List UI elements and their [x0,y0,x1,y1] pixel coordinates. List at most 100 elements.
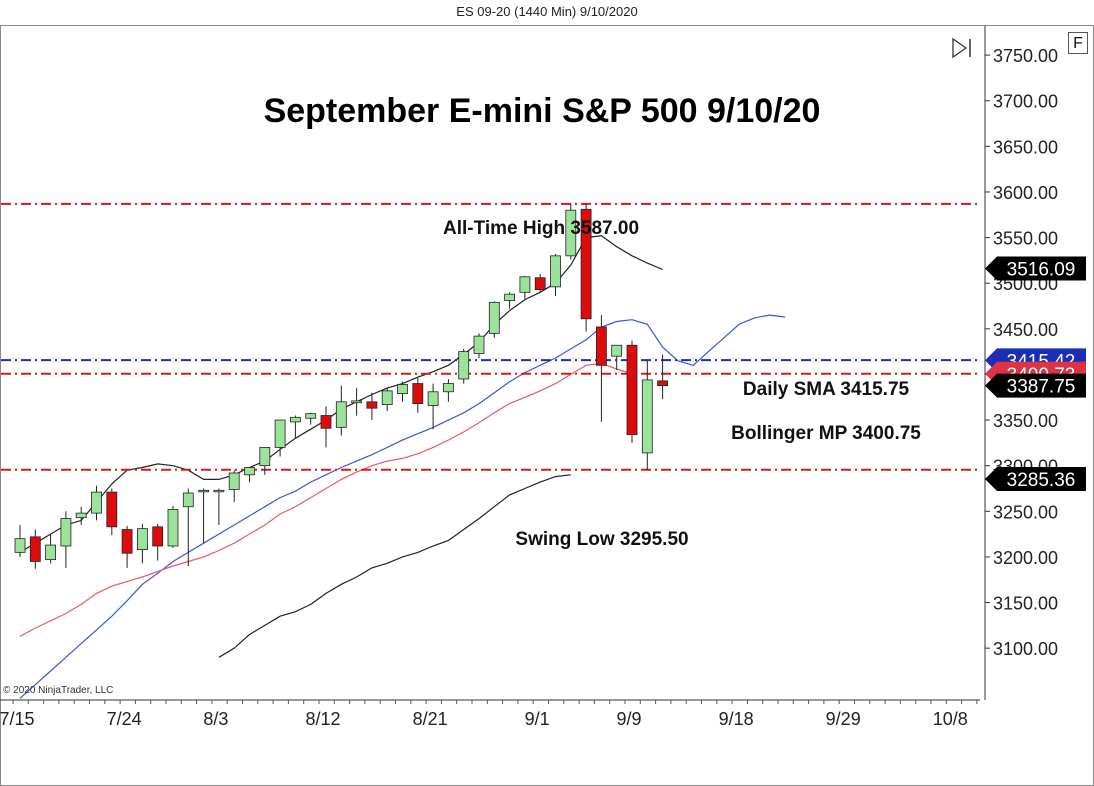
candle-body-up [550,255,561,288]
y-tick-label: 3600.00 [993,183,1058,203]
x-tick-label: 8/3 [203,709,228,729]
f-toggle-button[interactable]: F [1068,32,1088,54]
x-tick-label: 8/21 [413,709,448,729]
candle-body-up [473,335,485,354]
candle-body-down [320,415,332,429]
candle[interactable] [106,488,118,536]
candle[interactable] [565,203,577,260]
y-tick-label: 3150.00 [993,594,1058,614]
candle[interactable] [611,344,623,370]
candle[interactable] [305,412,317,425]
candle[interactable] [580,203,592,332]
y-tick-label: 3200.00 [993,548,1058,568]
candle[interactable] [442,379,454,402]
price-marker-label: 3387.75 [1007,377,1076,398]
candle[interactable] [381,388,393,411]
candle[interactable] [167,505,179,548]
y-tick-label: 3750.00 [993,46,1058,66]
candle[interactable] [427,383,439,430]
x-tick-label: 8/12 [305,709,340,729]
price-marker: 3387.75 [985,373,1086,398]
candle-body-down [106,491,118,528]
candle-body-up [565,209,577,257]
all-time-high-label: All-Time High 3587.00 [443,218,639,239]
candle[interactable] [473,333,485,359]
candle[interactable] [182,488,194,567]
price-marker: 3516.09 [985,256,1086,281]
candle-body-up [305,413,317,419]
candle-body-down [596,326,607,366]
labels-layer: All-Time High 3587.00 Daily SMA 3415.75 Bo… [443,218,921,550]
y-tick-label: 3550.00 [993,229,1058,249]
candle[interactable] [274,419,286,457]
price-marker-label: 3285.36 [1007,470,1076,491]
candle[interactable] [60,511,72,568]
x-tick-label: 9/29 [826,709,861,729]
candle[interactable] [596,315,607,422]
candle[interactable] [366,392,378,421]
candle-body-up [458,351,470,380]
candle[interactable] [228,470,240,503]
price-marker: 3285.36 [985,467,1086,492]
play-to-end-icon[interactable] [952,37,971,59]
candle[interactable] [91,485,102,521]
candle-body-up [427,391,439,406]
candle-body-up [167,509,179,547]
candle-body-up [274,419,286,448]
x-tick-label: 9/18 [719,709,754,729]
candle[interactable] [29,529,41,569]
candle[interactable] [504,292,516,309]
candle[interactable] [244,467,255,483]
candle[interactable] [45,534,56,564]
bollinger-mp-label: Bollinger MP 3400.75 [731,423,921,444]
horizontal-lines-layer [1,202,980,471]
candle-body-up [488,301,500,334]
candle[interactable] [121,525,133,568]
candle[interactable] [488,301,500,338]
candle-body-down [412,383,424,405]
candle[interactable] [75,506,87,525]
candle[interactable] [213,488,225,525]
candle[interactable] [397,381,408,402]
candle[interactable] [534,274,546,293]
indicator-line-bollinger-lower [218,474,571,658]
candle[interactable] [335,385,347,436]
daily-sma-label: Daily SMA 3415.75 [743,379,910,400]
candle-body-down [121,529,133,554]
candle[interactable] [152,524,164,561]
price-marker-box [985,256,1086,281]
candle[interactable] [351,388,363,416]
candle[interactable] [458,348,470,384]
candle[interactable] [641,360,653,470]
price-chart[interactable]: 3750.003700.003650.003600.003550.003500.… [0,25,1094,786]
candle-body-up [228,472,240,490]
candle[interactable] [136,524,148,564]
candle[interactable] [198,488,210,544]
indicator-line-bollinger-mp [19,362,633,637]
indicator-line-daily-sma [19,314,786,699]
candle-body-up [397,384,408,395]
candle-body-up [198,489,210,493]
window-title: ES 09-20 (1440 Min) 9/10/2020 [456,4,638,19]
candle-body-up [289,416,301,423]
price-marker-box [985,467,1086,492]
x-tick-label: 7/15 [0,709,35,729]
candle[interactable] [412,378,424,413]
candle[interactable] [519,275,531,299]
candle-body-up [442,383,454,393]
candles-layer[interactable] [14,203,668,569]
candle[interactable] [14,524,26,557]
candle[interactable] [626,340,638,443]
candle-body-up [136,528,148,551]
candle[interactable] [320,406,332,448]
candle-body-up [381,390,393,405]
candle[interactable] [259,447,271,475]
x-tick-label: 7/24 [107,709,142,729]
candle[interactable] [289,415,301,439]
candle-body-up [259,447,271,467]
candle-body-up [182,492,194,508]
candle[interactable] [550,254,561,296]
candle[interactable] [657,354,668,400]
x-tick-label: 9/9 [616,709,641,729]
